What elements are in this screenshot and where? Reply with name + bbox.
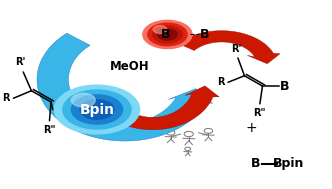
Circle shape [71,95,123,124]
Text: B: B [280,80,289,93]
Text: R': R' [231,44,241,54]
Text: MeOH: MeOH [110,60,149,73]
Circle shape [143,20,192,49]
Circle shape [80,100,114,119]
Polygon shape [37,33,212,141]
Text: Bpin: Bpin [273,157,304,170]
Polygon shape [93,86,219,130]
Text: R': R' [15,57,26,67]
Circle shape [148,23,187,46]
Text: +: + [245,121,257,135]
Text: B: B [251,157,261,170]
Circle shape [153,26,182,43]
Circle shape [71,93,95,107]
Text: B: B [161,28,171,41]
Text: R": R" [43,125,56,136]
Text: Bpin: Bpin [79,102,115,116]
Circle shape [63,90,131,129]
Text: B: B [200,28,209,41]
Text: R": R" [254,108,266,118]
Circle shape [153,26,167,33]
Text: R: R [217,77,225,87]
Text: R: R [2,93,10,103]
Polygon shape [179,31,280,64]
Circle shape [158,29,177,40]
Circle shape [54,85,139,134]
